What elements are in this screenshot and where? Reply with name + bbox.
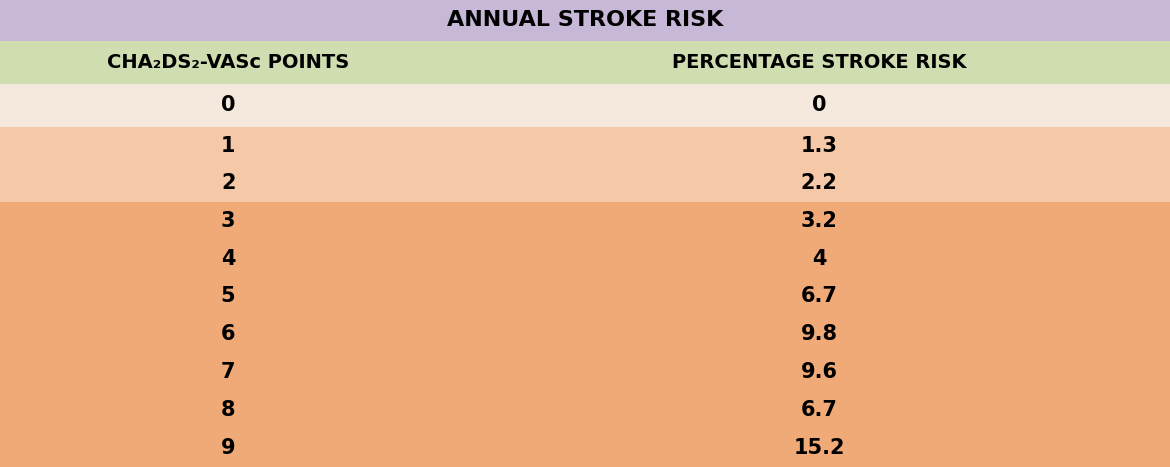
Text: 2: 2: [221, 173, 235, 193]
Bar: [0, 84, 1170, 127]
Bar: [0, 354, 1170, 391]
Bar: [0, 240, 1170, 277]
Text: 8: 8: [221, 400, 235, 420]
Text: 3: 3: [221, 211, 235, 231]
Bar: [0, 277, 1170, 315]
Text: 5: 5: [221, 286, 235, 306]
Text: 1: 1: [221, 135, 235, 156]
Text: 9.8: 9.8: [800, 325, 838, 344]
Text: 9: 9: [221, 438, 235, 458]
Text: 2.2: 2.2: [800, 173, 838, 193]
Bar: [0, 164, 1170, 202]
Bar: [0, 429, 1170, 467]
Text: 0: 0: [221, 95, 235, 115]
Text: 3.2: 3.2: [800, 211, 838, 231]
Bar: [0, 41, 1170, 84]
Text: CHA₂DS₂-VASc POINTS: CHA₂DS₂-VASc POINTS: [106, 53, 350, 72]
Text: 4: 4: [812, 248, 826, 269]
Text: 4: 4: [221, 248, 235, 269]
Bar: [0, 315, 1170, 354]
Bar: [0, 391, 1170, 429]
Text: PERCENTAGE STROKE RISK: PERCENTAGE STROKE RISK: [672, 53, 966, 72]
Bar: [0, 202, 1170, 240]
Text: 1.3: 1.3: [800, 135, 838, 156]
Text: ANNUAL STROKE RISK: ANNUAL STROKE RISK: [447, 10, 723, 30]
Text: 7: 7: [221, 362, 235, 382]
Bar: [0, 127, 1170, 164]
Text: 6.7: 6.7: [800, 400, 838, 420]
Text: 15.2: 15.2: [793, 438, 845, 458]
Text: 6: 6: [221, 325, 235, 344]
Text: 0: 0: [812, 95, 826, 115]
Text: 6.7: 6.7: [800, 286, 838, 306]
Bar: [0, 0, 1170, 41]
Text: 9.6: 9.6: [800, 362, 838, 382]
